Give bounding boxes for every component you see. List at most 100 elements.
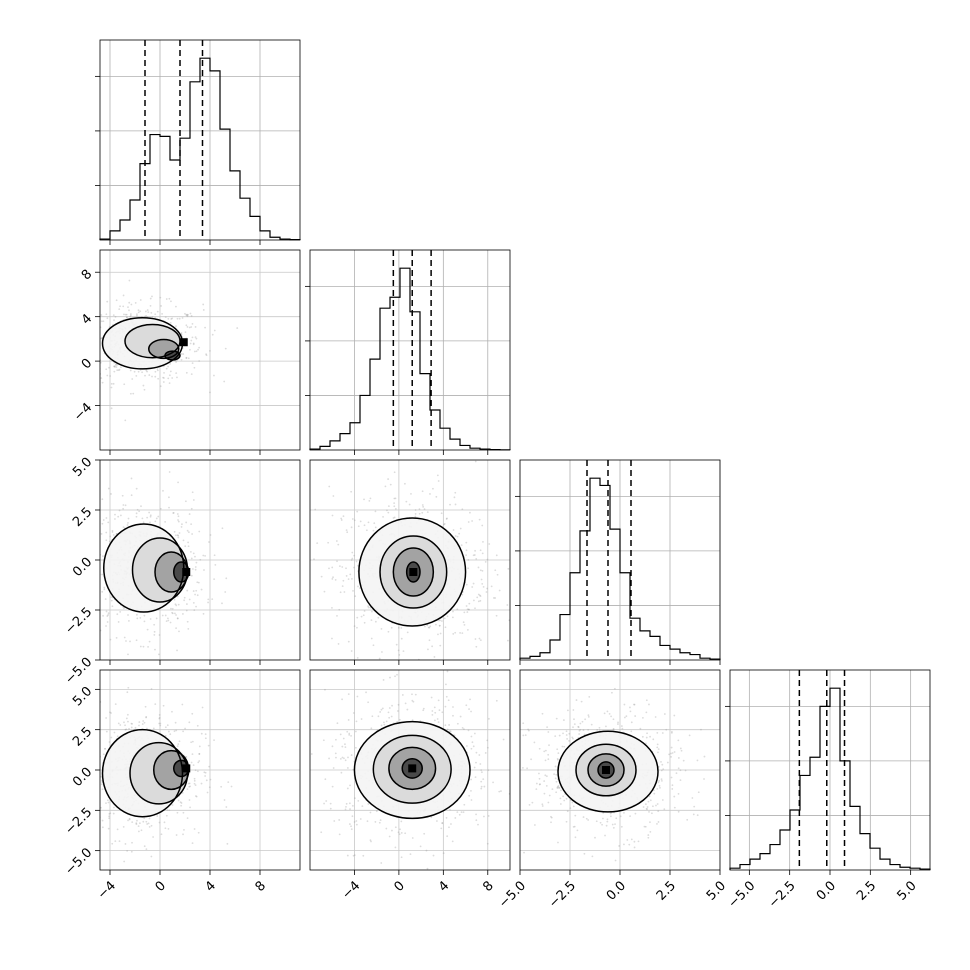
sample-point	[30, 562, 32, 564]
sample-point	[623, 716, 626, 719]
sample-point	[122, 504, 125, 506]
sample-point	[349, 784, 351, 787]
y-tick-label: 4	[79, 311, 95, 327]
contour-1	[372, 734, 452, 804]
sample-point	[670, 752, 672, 755]
sample-point	[183, 596, 186, 599]
sample-point	[347, 578, 350, 581]
sample-point	[619, 815, 622, 818]
sample-point	[191, 533, 194, 535]
sample-point	[162, 381, 165, 383]
sample-point	[656, 823, 658, 825]
sample-point	[629, 706, 631, 709]
sample-point	[185, 609, 188, 612]
sample-point	[367, 701, 370, 704]
sample-point	[202, 303, 205, 306]
sample-point	[94, 714, 96, 716]
sample-point	[180, 804, 183, 807]
sample-point	[191, 491, 194, 494]
sample-point	[144, 310, 147, 313]
sample-point	[193, 777, 196, 780]
sample-point	[170, 300, 172, 303]
sample-point	[152, 727, 155, 730]
sample-point	[538, 772, 540, 775]
sample-point	[214, 563, 217, 566]
sample-point	[204, 737, 207, 740]
sample-point	[184, 500, 187, 503]
sample-point	[145, 715, 148, 718]
sample-point	[105, 610, 108, 613]
sample-point	[480, 578, 483, 581]
sample-point	[660, 769, 663, 772]
sample-point	[639, 727, 642, 730]
sample-point	[353, 625, 356, 628]
sample-point	[348, 732, 351, 735]
sample-point	[100, 775, 102, 778]
sample-point	[397, 649, 400, 652]
sample-point	[431, 645, 434, 648]
sample-point	[85, 708, 87, 710]
sample-point	[189, 342, 192, 345]
sample-point	[95, 548, 97, 550]
sample-point	[196, 594, 199, 597]
sample-point	[354, 746, 357, 749]
sample-point	[424, 625, 426, 628]
sample-point	[629, 815, 631, 818]
sample-point	[423, 508, 426, 511]
sample-point	[105, 539, 108, 542]
sample-point	[335, 540, 338, 542]
sample-point	[585, 817, 588, 820]
sample-point	[467, 608, 470, 611]
sample-point	[188, 513, 191, 515]
sample-point	[97, 351, 99, 353]
sample-point	[161, 614, 164, 617]
sample-point	[101, 381, 104, 384]
y-tick-label: −5.0	[62, 845, 95, 878]
scatter-panel-3-1	[309, 669, 511, 871]
sample-point	[150, 688, 153, 690]
sample-point	[606, 710, 609, 713]
sample-point	[338, 565, 341, 568]
sample-point	[332, 576, 334, 579]
sample-point	[129, 369, 132, 372]
sample-point	[176, 595, 179, 598]
sample-point	[104, 747, 106, 750]
sample-point	[126, 713, 129, 716]
sample-point	[345, 805, 347, 808]
sample-point	[166, 617, 169, 620]
sample-point	[56, 323, 58, 325]
sample-point	[477, 593, 480, 596]
sample-point	[348, 733, 351, 736]
sample-point	[547, 731, 550, 733]
sample-point	[148, 374, 151, 376]
sample-point	[100, 314, 103, 316]
sample-point	[541, 803, 544, 806]
sample-point	[68, 712, 70, 714]
sample-point	[449, 503, 451, 506]
sample-point	[92, 622, 94, 624]
sample-point	[105, 802, 107, 804]
sample-point	[645, 699, 648, 702]
sample-point	[432, 854, 435, 857]
density-peak	[182, 568, 191, 576]
sample-point	[53, 554, 55, 556]
sample-point	[421, 490, 424, 493]
sample-point	[113, 365, 116, 368]
sample-point	[617, 721, 619, 724]
sample-point	[209, 391, 211, 394]
sample-point	[351, 551, 354, 554]
sample-point	[353, 797, 356, 800]
sample-point	[225, 806, 228, 808]
sample-point	[177, 536, 180, 539]
sample-point	[373, 522, 376, 525]
sample-point	[129, 640, 131, 643]
sample-point	[495, 699, 498, 702]
sample-point	[106, 621, 109, 623]
sample-point	[352, 854, 355, 857]
sample-point	[165, 814, 168, 817]
sample-point	[161, 313, 163, 315]
sample-point	[421, 511, 424, 514]
sample-point	[539, 783, 541, 786]
sample-point	[194, 336, 197, 339]
sample-point	[437, 699, 440, 702]
